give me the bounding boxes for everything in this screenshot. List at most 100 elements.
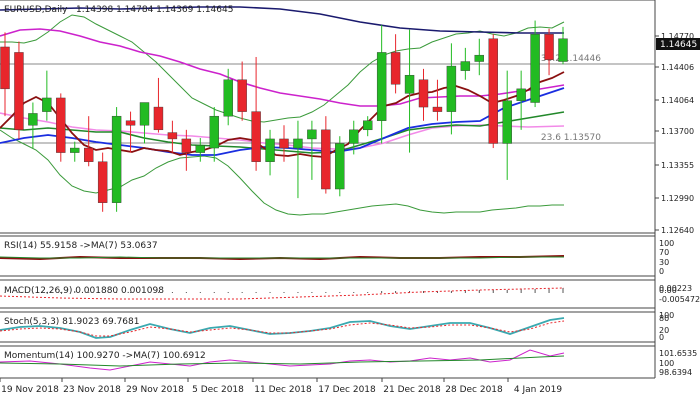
- macd-bar: [492, 290, 494, 293]
- time-tick-label: 17 Dec 2018: [318, 385, 376, 395]
- candle: [321, 116, 331, 194]
- price-tick-label: 1.14064: [661, 96, 694, 105]
- candle: [390, 34, 401, 94]
- stoch-tick-80: 80: [659, 314, 669, 323]
- candle: [181, 129, 192, 171]
- candle-body: [390, 52, 401, 85]
- candle-body: [153, 106, 164, 131]
- candle-body: [251, 111, 261, 162]
- stoch-tick-20: 20: [659, 326, 669, 335]
- candle: [432, 79, 443, 121]
- macd-bar: [227, 292, 229, 293]
- candle: [237, 61, 247, 121]
- macd-bar: [548, 289, 550, 293]
- stoch-panel: Stoch(5,3,3) 81.9023 69.7681 100 80 20 0: [0, 311, 674, 342]
- candle-body: [125, 120, 136, 126]
- candle: [97, 152, 108, 212]
- macd-bar: [534, 289, 536, 293]
- candle: [516, 70, 526, 130]
- candle-body: [488, 38, 498, 144]
- candle: [195, 138, 206, 162]
- time-tick-label: 28 Dec 2018: [445, 385, 503, 395]
- candle: [153, 77, 164, 133]
- candle: [83, 116, 94, 167]
- candle: [446, 43, 457, 135]
- candle-body: [181, 138, 192, 153]
- macd-bar: [436, 291, 438, 293]
- candle: [530, 20, 540, 108]
- candle: [167, 120, 178, 153]
- candle: [265, 129, 275, 176]
- candle: [42, 70, 52, 121]
- ma-blue-line: [0, 87, 565, 156]
- candle: [363, 116, 373, 137]
- candle: [279, 125, 289, 162]
- candle-body: [0, 46, 10, 90]
- momentum-tick-mid: 100: [659, 359, 674, 368]
- bollinger-upper-line: [0, 14, 565, 123]
- macd-bar: [283, 292, 285, 293]
- panel-frames: [0, 0, 656, 379]
- time-tick-label: 11 Dec 2018: [254, 385, 312, 395]
- stoch-signal-line: [0, 320, 565, 337]
- candle: [14, 41, 24, 139]
- macd-tick-bottom: -0.005472: [659, 295, 700, 304]
- price-tick-label: 1.13700: [661, 127, 694, 136]
- candle: [293, 120, 303, 199]
- rsi-tick-0: 0: [659, 267, 664, 276]
- candle: [251, 56, 261, 171]
- momentum-ma-line: [0, 355, 565, 367]
- ma-green-line: [0, 111, 565, 154]
- candle-body: [516, 88, 526, 101]
- momentum-tick-top: 101.6535: [659, 349, 697, 358]
- macd-bar: [520, 289, 522, 293]
- candle-body: [432, 106, 443, 112]
- macd-bar: [423, 291, 424, 293]
- candle-body: [70, 147, 80, 153]
- stoch-tick-0: 0: [659, 333, 664, 342]
- macd-bar: [409, 291, 411, 293]
- time-tick-label: 5 Dec 2018: [192, 385, 244, 395]
- chart-header: EURUSD,Daily 1.14398 1.14784 1.14369 1.1…: [4, 5, 233, 15]
- macd-bar: [464, 290, 466, 293]
- candle: [404, 29, 415, 153]
- price-tick-label: 1.14406: [661, 63, 694, 72]
- candle-body: [349, 129, 359, 144]
- macd-bar: [255, 292, 257, 293]
- time-tick-label: 23 Nov 2018: [63, 385, 121, 395]
- candle: [474, 38, 484, 76]
- candle-body: [56, 97, 66, 153]
- candle: [558, 26, 568, 65]
- candle-body: [335, 143, 345, 190]
- macd-bar: [18, 292, 20, 293]
- candle: [223, 68, 233, 126]
- candle-body: [28, 113, 38, 126]
- rsi-tick-30: 30: [659, 258, 669, 267]
- current-price-marker: 1.14645: [656, 38, 700, 50]
- macd-bar: [130, 292, 132, 293]
- macd-tick-top: 0.00223: [659, 284, 692, 293]
- candle-body: [223, 79, 233, 117]
- candle-body: [209, 115, 219, 149]
- candle-body: [474, 54, 484, 62]
- macd-bar: [297, 292, 299, 293]
- candle-body: [418, 79, 429, 108]
- momentum-panel: Momentum(14) 100.9270 ->MA(7) 100.6912 1…: [0, 349, 697, 377]
- candle-body: [97, 161, 108, 203]
- macd-bar: [60, 292, 62, 293]
- candle-body: [446, 65, 457, 112]
- macd-bar: [353, 292, 355, 293]
- stoch-label: Stoch(5,3,3) 81.9023 69.7681: [4, 317, 139, 327]
- stoch-tick-100: 100: [659, 311, 674, 320]
- candle-body: [42, 97, 52, 112]
- stoch-main-line: [0, 317, 565, 339]
- price-tick-label: 1.12640: [661, 226, 694, 235]
- candle-body: [376, 52, 387, 121]
- macd-bar: [4, 292, 6, 293]
- macd-bar: [381, 291, 383, 293]
- candle-body: [265, 138, 275, 162]
- macd-bar: [199, 292, 201, 293]
- candle: [349, 120, 359, 155]
